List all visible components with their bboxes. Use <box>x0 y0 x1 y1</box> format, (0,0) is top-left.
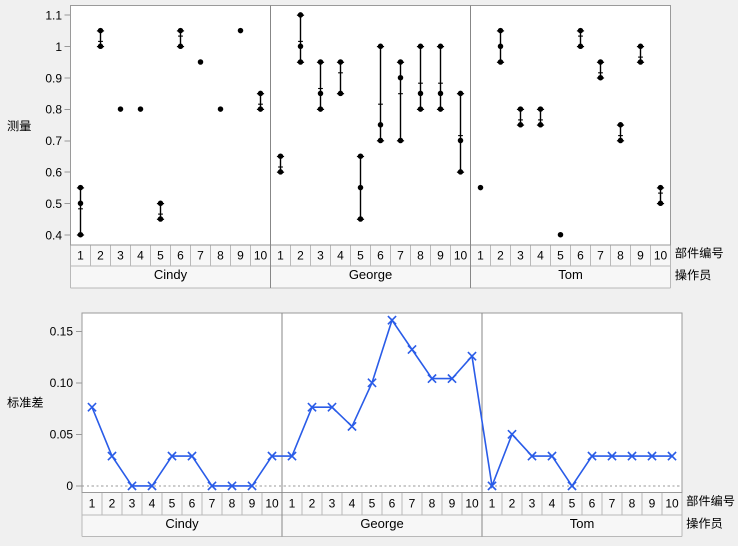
svg-text:1.1: 1.1 <box>45 9 62 23</box>
svg-text:3: 3 <box>329 496 336 510</box>
svg-text:1: 1 <box>477 249 484 263</box>
svg-text:10: 10 <box>454 249 468 263</box>
svg-text:9: 9 <box>649 496 656 510</box>
svg-text:0.7: 0.7 <box>45 134 62 148</box>
svg-text:8: 8 <box>217 249 224 263</box>
svg-text:6: 6 <box>189 496 196 510</box>
svg-text:10: 10 <box>665 496 679 510</box>
svg-text:10: 10 <box>254 249 268 263</box>
svg-text:1: 1 <box>55 40 62 54</box>
svg-text:6: 6 <box>589 496 596 510</box>
svg-text:0.15: 0.15 <box>50 325 74 339</box>
svg-text:8: 8 <box>617 249 624 263</box>
svg-text:1: 1 <box>77 249 84 263</box>
svg-text:8: 8 <box>229 496 236 510</box>
svg-text:1: 1 <box>277 249 284 263</box>
svg-text:1: 1 <box>489 496 496 510</box>
svg-text:0.10: 0.10 <box>50 376 74 390</box>
svg-text:0.05: 0.05 <box>50 428 74 442</box>
svg-text:George: George <box>349 267 392 282</box>
svg-text:10: 10 <box>265 496 279 510</box>
svg-text:6: 6 <box>177 249 184 263</box>
svg-text:2: 2 <box>309 496 316 510</box>
svg-text:5: 5 <box>169 496 176 510</box>
svg-text:0.9: 0.9 <box>45 71 62 85</box>
svg-text:2: 2 <box>497 249 504 263</box>
svg-text:5: 5 <box>569 496 576 510</box>
svg-text:7: 7 <box>597 249 604 263</box>
svg-text:7: 7 <box>209 496 216 510</box>
svg-text:2: 2 <box>297 249 304 263</box>
svg-text:7: 7 <box>397 249 404 263</box>
svg-text:Tom: Tom <box>558 267 583 282</box>
svg-text:0.5: 0.5 <box>45 197 62 211</box>
svg-text:4: 4 <box>537 249 544 263</box>
svg-text:5: 5 <box>557 249 564 263</box>
svg-text:9: 9 <box>437 249 444 263</box>
svg-text:2: 2 <box>509 496 516 510</box>
svg-text:9: 9 <box>449 496 456 510</box>
svg-text:3: 3 <box>529 496 536 510</box>
svg-text:George: George <box>360 516 403 531</box>
svg-text:1: 1 <box>89 496 96 510</box>
svg-text:5: 5 <box>157 249 164 263</box>
svg-text:3: 3 <box>317 249 324 263</box>
svg-text:8: 8 <box>417 249 424 263</box>
svg-text:2: 2 <box>109 496 116 510</box>
svg-text:4: 4 <box>549 496 556 510</box>
svg-text:6: 6 <box>577 249 584 263</box>
svg-text:8: 8 <box>629 496 636 510</box>
svg-text:10: 10 <box>465 496 479 510</box>
svg-text:4: 4 <box>337 249 344 263</box>
svg-text:6: 6 <box>377 249 384 263</box>
svg-text:7: 7 <box>197 249 204 263</box>
svg-text:8: 8 <box>429 496 436 510</box>
svg-text:3: 3 <box>129 496 136 510</box>
svg-text:9: 9 <box>237 249 244 263</box>
svg-text:7: 7 <box>409 496 416 510</box>
svg-text:0.4: 0.4 <box>45 228 62 242</box>
svg-text:Cindy: Cindy <box>154 267 188 282</box>
svg-text:6: 6 <box>389 496 396 510</box>
svg-text:1: 1 <box>289 496 296 510</box>
svg-text:9: 9 <box>249 496 256 510</box>
svg-text:Tom: Tom <box>570 516 595 531</box>
svg-text:4: 4 <box>149 496 156 510</box>
svg-text:7: 7 <box>609 496 616 510</box>
svg-text:3: 3 <box>517 249 524 263</box>
svg-text:9: 9 <box>637 249 644 263</box>
svg-text:4: 4 <box>137 249 144 263</box>
svg-text:5: 5 <box>357 249 364 263</box>
svg-text:0: 0 <box>66 479 73 493</box>
svg-text:4: 4 <box>349 496 356 510</box>
svg-text:Cindy: Cindy <box>165 516 199 531</box>
svg-text:5: 5 <box>369 496 376 510</box>
svg-text:0.6: 0.6 <box>45 166 62 180</box>
svg-text:3: 3 <box>117 249 124 263</box>
svg-text:2: 2 <box>97 249 104 263</box>
svg-text:10: 10 <box>654 249 668 263</box>
svg-text:0.8: 0.8 <box>45 103 62 117</box>
